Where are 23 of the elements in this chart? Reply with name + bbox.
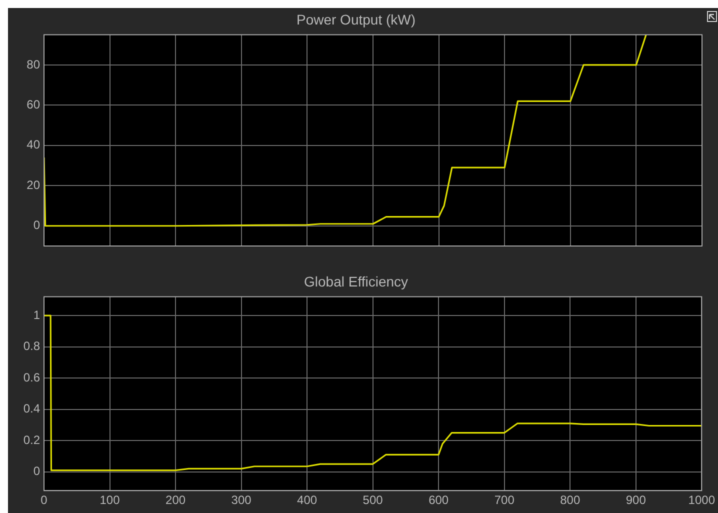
y-tick-label: 40 [26, 138, 40, 152]
x-tick-label: 300 [231, 493, 252, 508]
x-tick-label: 500 [362, 493, 384, 508]
x-tick-label: 600 [428, 493, 449, 508]
y-tick-label: 0.4 [23, 402, 40, 416]
y-tick-label: 0 [33, 464, 40, 478]
x-tick-label: 100 [100, 493, 120, 508]
y-tick-label: 0.2 [23, 432, 40, 447]
y-tick-label: 1 [33, 308, 40, 322]
x-tick-label: 1000 [688, 493, 716, 508]
y-tick-label: 0.6 [23, 370, 40, 384]
y-tick-label: 20 [26, 178, 40, 192]
x-tick-label: 900 [626, 493, 646, 508]
x-tick-label: 400 [297, 493, 318, 508]
y-tick-label: 80 [26, 57, 40, 72]
x-tick-label: 700 [494, 493, 515, 508]
y-tick-label: 0 [33, 218, 40, 232]
chart-title: Global Efficiency [304, 273, 408, 290]
x-tick-label: 800 [560, 493, 580, 508]
x-tick-label: 200 [166, 493, 186, 508]
chart-title: Power Output (kW) [296, 11, 416, 28]
y-tick-label: 0.8 [23, 339, 40, 354]
y-tick-label: 60 [26, 98, 40, 112]
